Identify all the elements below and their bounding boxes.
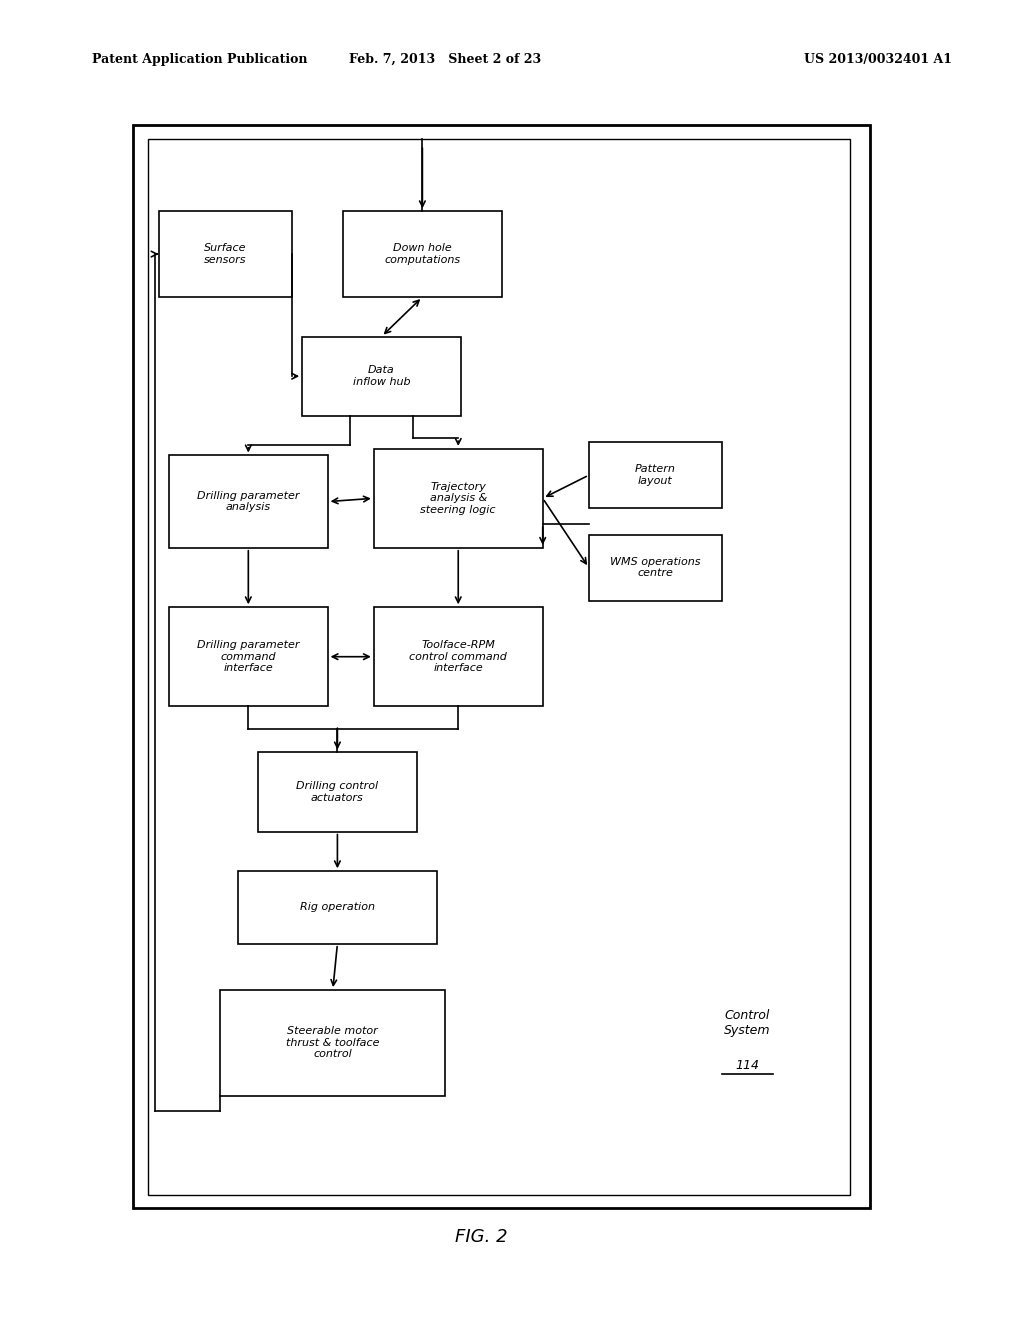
Text: 114: 114 [735,1059,760,1072]
FancyBboxPatch shape [238,871,437,944]
Text: Steerable motor
thrust & toolface
control: Steerable motor thrust & toolface contro… [286,1026,380,1060]
Text: Down hole
computations: Down hole computations [384,243,461,265]
Text: WMS operations
centre: WMS operations centre [610,557,700,578]
FancyBboxPatch shape [374,607,543,706]
Text: Surface
sensors: Surface sensors [204,243,247,265]
FancyBboxPatch shape [169,607,328,706]
Text: US 2013/0032401 A1: US 2013/0032401 A1 [804,53,952,66]
FancyBboxPatch shape [589,535,722,601]
FancyBboxPatch shape [148,139,850,1195]
Text: Feb. 7, 2013   Sheet 2 of 23: Feb. 7, 2013 Sheet 2 of 23 [349,53,542,66]
Text: Toolface-RPM
control command
interface: Toolface-RPM control command interface [410,640,507,673]
Text: FIG. 2: FIG. 2 [455,1228,508,1246]
Text: Drilling control
actuators: Drilling control actuators [296,781,379,803]
Text: Rig operation: Rig operation [300,903,375,912]
FancyBboxPatch shape [220,990,445,1096]
Text: Drilling parameter
command
interface: Drilling parameter command interface [197,640,300,673]
FancyBboxPatch shape [258,752,417,832]
Text: Data
inflow hub: Data inflow hub [352,366,411,387]
Text: Drilling parameter
analysis: Drilling parameter analysis [197,491,300,512]
FancyBboxPatch shape [169,455,328,548]
FancyBboxPatch shape [159,211,292,297]
Text: Trajectory
analysis &
steering logic: Trajectory analysis & steering logic [421,482,496,515]
FancyBboxPatch shape [343,211,502,297]
FancyBboxPatch shape [374,449,543,548]
FancyBboxPatch shape [589,442,722,508]
FancyBboxPatch shape [133,125,870,1208]
FancyBboxPatch shape [302,337,461,416]
Text: Control
System: Control System [724,1008,771,1038]
Text: Pattern
layout: Pattern layout [635,465,676,486]
Text: Patent Application Publication: Patent Application Publication [92,53,307,66]
